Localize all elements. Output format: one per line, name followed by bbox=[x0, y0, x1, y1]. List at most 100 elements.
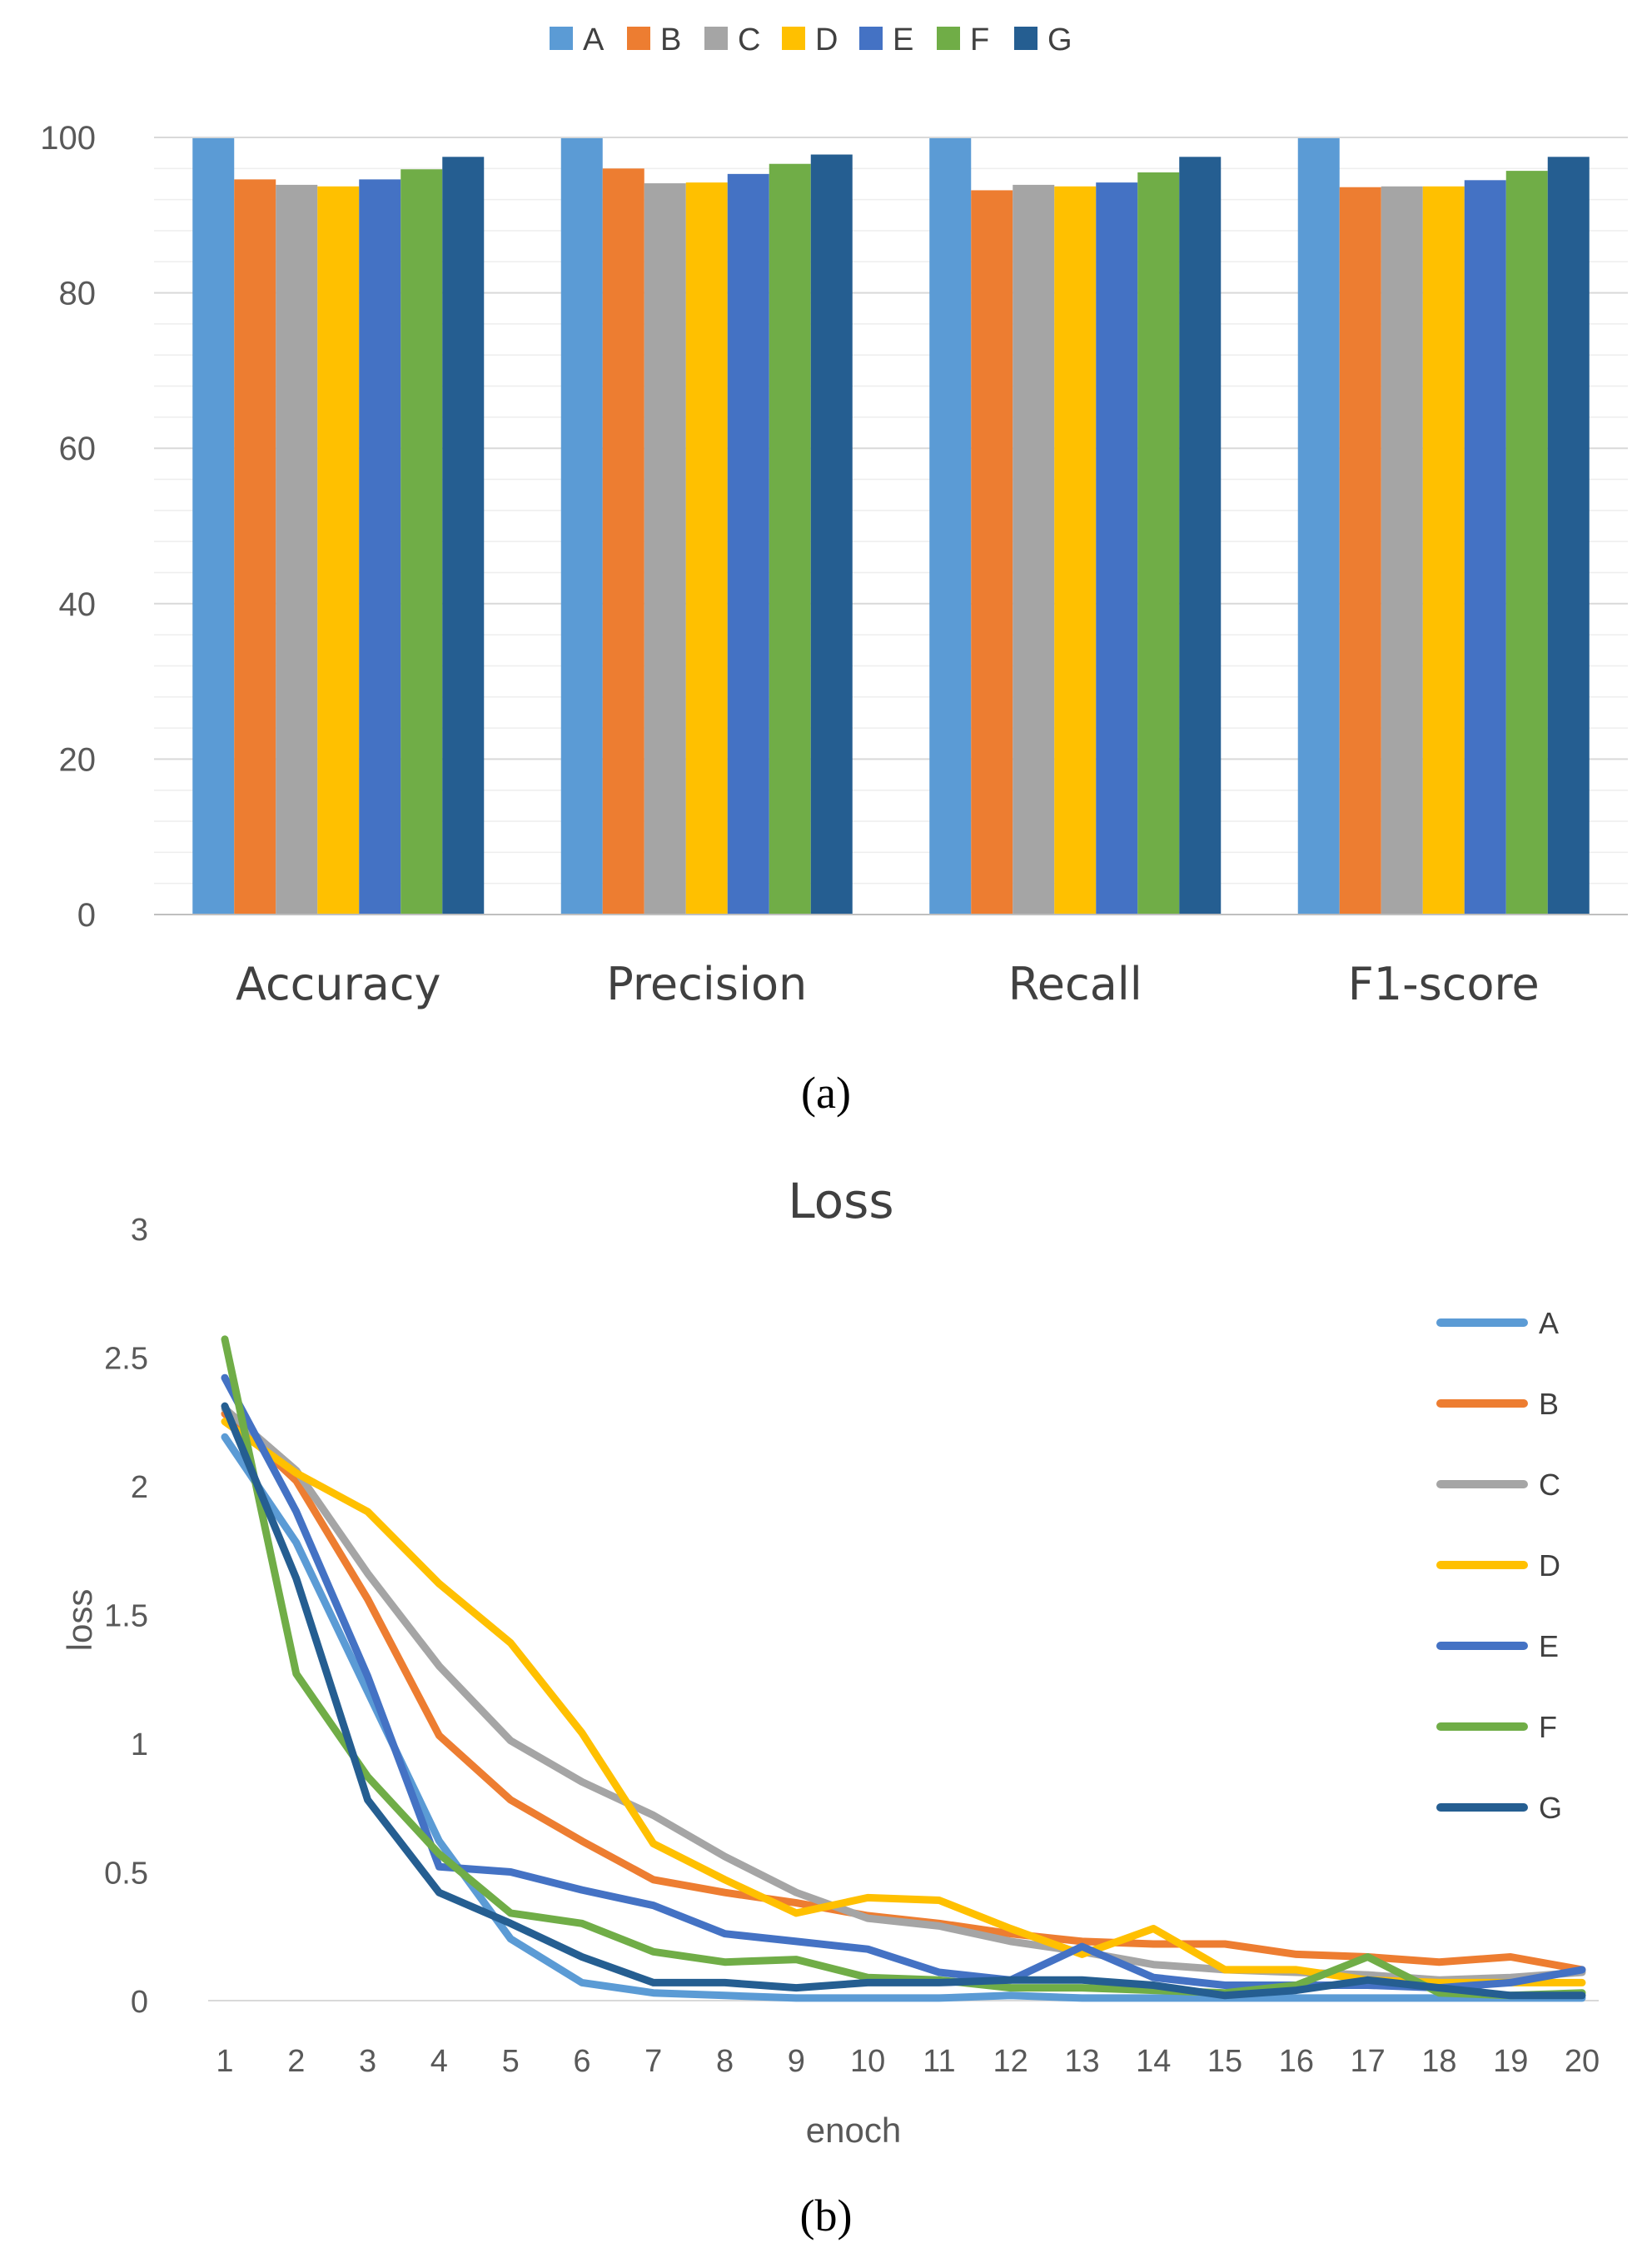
series-line-B bbox=[221, 1410, 1586, 1974]
y-tick-label: 60 bbox=[59, 431, 97, 467]
legend-swatch-F bbox=[937, 27, 960, 50]
legend-label-A: A bbox=[583, 22, 605, 57]
line-chart-b: 00.511.522.531 2 3 4 5 6 7 8 9 10 11 12 13 14 15 16 17 18… bbox=[60, 1173, 1600, 2150]
x-category-label: Precision bbox=[606, 958, 807, 1010]
legend-label-G: G bbox=[1047, 22, 1072, 57]
bar-C-recall bbox=[1013, 184, 1055, 915]
bar-E-f1-score bbox=[1464, 180, 1506, 915]
y-tick-label: 0.5 bbox=[104, 1857, 148, 1892]
series-line-G bbox=[221, 1402, 1586, 2000]
x-category-label: F1-score bbox=[1348, 958, 1540, 1010]
y-tick-label: 1 bbox=[131, 1727, 148, 1762]
series-line-F bbox=[221, 1335, 1586, 2000]
x-tick-label: 20 bbox=[1565, 2044, 1600, 2079]
bar-E-accuracy bbox=[359, 179, 401, 915]
bar-D-accuracy bbox=[317, 186, 360, 915]
legend-label-B: B bbox=[1539, 1387, 1559, 1421]
y-tick-label: 0 bbox=[77, 897, 96, 934]
caption-b: (b) bbox=[800, 2191, 853, 2241]
bar-E-precision bbox=[727, 173, 769, 915]
y-tick-label: 40 bbox=[59, 586, 97, 623]
bar-A-accuracy bbox=[192, 137, 235, 915]
chart-title: Loss bbox=[788, 1173, 893, 1229]
x-tick-label: 2 bbox=[287, 2044, 305, 2079]
y-tick-label: 100 bbox=[40, 120, 96, 157]
y-tick-label: 0 bbox=[131, 1985, 148, 2020]
x-category-label: Accuracy bbox=[236, 958, 441, 1010]
y-tick-label: 80 bbox=[59, 276, 97, 312]
legend-label-D: D bbox=[1539, 1548, 1560, 1583]
x-tick-label: 4 bbox=[430, 2044, 448, 2079]
legend-swatch-E bbox=[859, 27, 883, 50]
y-tick-label: 3 bbox=[131, 1213, 148, 1248]
bar-G-precision bbox=[810, 154, 853, 915]
x-tick-label: 16 bbox=[1279, 2044, 1314, 2079]
x-tick-label: 12 bbox=[993, 2044, 1028, 2079]
y-tick-label: 1.5 bbox=[104, 1599, 148, 1634]
legend-label-F: F bbox=[1539, 1710, 1557, 1744]
y-axis-title: loss bbox=[60, 1589, 99, 1652]
caption-a: (a) bbox=[801, 1068, 851, 1118]
x-tick-label: 8 bbox=[716, 2044, 734, 2079]
legend-swatch-D bbox=[782, 27, 805, 50]
y-tick-label: 2.5 bbox=[104, 1342, 148, 1377]
legend-label-C: C bbox=[1539, 1468, 1560, 1502]
x-category-label: Recall bbox=[1008, 958, 1142, 1010]
legend-label-F: F bbox=[970, 22, 989, 57]
bar-chart-a: 0 20 40 60 80 100 Accuracy Precision Recall F1-sc… bbox=[40, 22, 1628, 1010]
x-tick-label: 15 bbox=[1207, 2044, 1242, 2079]
bar-C-precision bbox=[644, 183, 686, 915]
bar-C-accuracy bbox=[276, 184, 318, 915]
x-tick-label: 10 bbox=[850, 2044, 885, 2079]
y-tick-label: 20 bbox=[59, 741, 97, 778]
legend-label-G: G bbox=[1539, 1791, 1562, 1825]
bar-B-precision bbox=[602, 168, 644, 915]
bar-B-recall bbox=[971, 190, 1013, 915]
bar-A-f1-score bbox=[1297, 137, 1340, 915]
bar-B-f1-score bbox=[1339, 187, 1381, 915]
legend-label-B: B bbox=[660, 22, 681, 57]
bar-G-accuracy bbox=[442, 157, 485, 915]
y-tick-label: 2 bbox=[131, 1470, 148, 1505]
bar-G-recall bbox=[1179, 157, 1222, 915]
bar-D-precision bbox=[685, 182, 728, 915]
x-tick-label: 13 bbox=[1064, 2044, 1099, 2079]
bar-A-precision bbox=[560, 137, 603, 915]
x-tick-label: 7 bbox=[644, 2044, 662, 2079]
bar-E-recall bbox=[1096, 182, 1138, 915]
series-line-D bbox=[221, 1418, 1586, 1986]
bar-B-accuracy bbox=[234, 179, 276, 915]
bar-A-recall bbox=[929, 137, 972, 915]
bar-F-precision bbox=[769, 163, 811, 915]
x-tick-label: 19 bbox=[1493, 2044, 1528, 2079]
x-tick-label: 14 bbox=[1136, 2044, 1171, 2079]
x-axis-title: enoch bbox=[806, 2111, 901, 2150]
legend-swatch-A bbox=[550, 27, 573, 50]
bar-F-recall bbox=[1137, 172, 1180, 915]
x-tick-label: 18 bbox=[1421, 2044, 1456, 2079]
bar-D-recall bbox=[1054, 186, 1097, 915]
x-tick-label: 9 bbox=[788, 2044, 805, 2079]
bar-F-accuracy bbox=[401, 169, 443, 915]
x-tick-label: 5 bbox=[502, 2044, 520, 2079]
bar-F-f1-score bbox=[1505, 171, 1548, 915]
legend-label-C: C bbox=[738, 22, 760, 57]
legend-label-E: E bbox=[1539, 1629, 1559, 1663]
x-tick-label: 11 bbox=[923, 2044, 955, 2079]
legend-label-E: E bbox=[893, 22, 913, 57]
series-line-C bbox=[221, 1404, 1586, 1984]
legend-swatch-C bbox=[704, 27, 728, 50]
series-line-A bbox=[221, 1433, 1586, 2002]
x-tick-label: 1 bbox=[216, 2044, 233, 2079]
legend-label-D: D bbox=[815, 22, 838, 57]
bar-C-f1-score bbox=[1381, 186, 1423, 915]
bar-G-f1-score bbox=[1547, 157, 1590, 915]
legend-label-A: A bbox=[1539, 1306, 1559, 1340]
x-tick-label: 6 bbox=[573, 2044, 590, 2079]
legend-swatch-B bbox=[627, 27, 650, 50]
x-tick-label: 3 bbox=[359, 2044, 376, 2079]
legend-swatch-G bbox=[1014, 27, 1037, 50]
bar-D-f1-score bbox=[1422, 186, 1465, 915]
x-tick-label: 17 bbox=[1350, 2044, 1385, 2079]
